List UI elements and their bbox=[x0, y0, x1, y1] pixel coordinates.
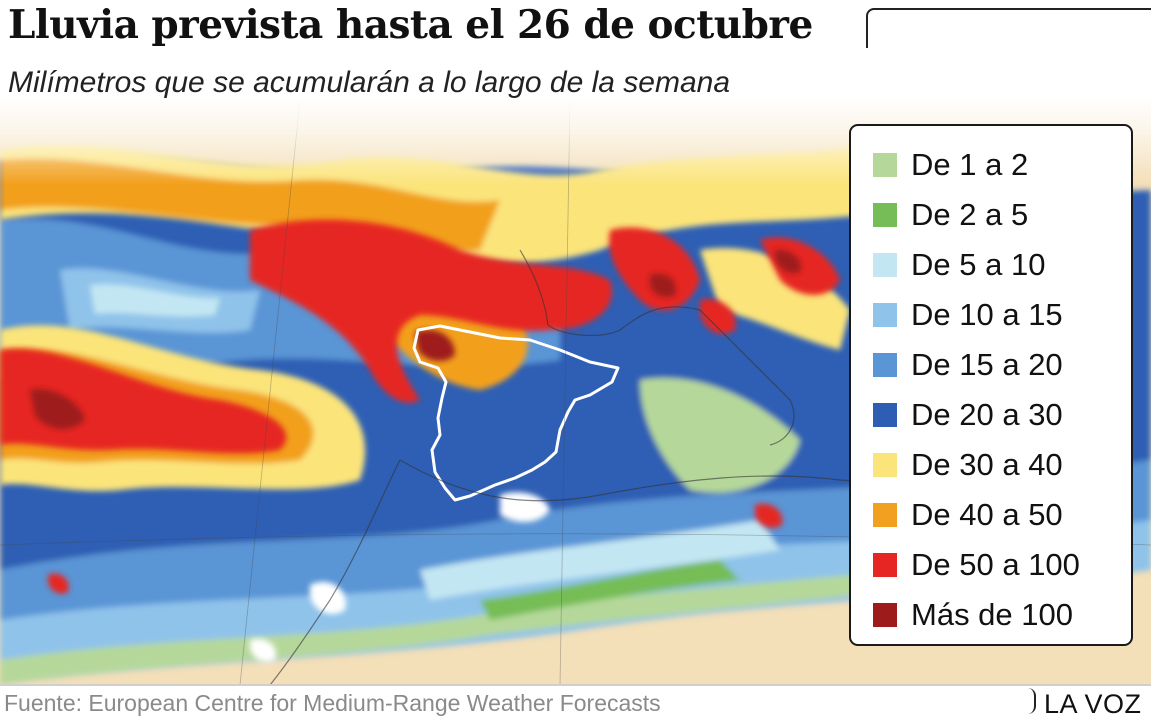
legend-label: De 40 a 50 bbox=[911, 497, 1063, 532]
legend-item: De 10 a 15 bbox=[873, 295, 1063, 335]
map-title: Lluvia prevista hasta el 26 de octubre bbox=[8, 2, 813, 48]
legend-item: De 5 a 10 bbox=[873, 245, 1045, 285]
legend-item: Más de 100 bbox=[873, 595, 1073, 635]
legend-swatch bbox=[873, 503, 897, 527]
legend-swatch bbox=[873, 603, 897, 627]
legend-label: De 30 a 40 bbox=[911, 447, 1063, 482]
footer-divider bbox=[0, 684, 1151, 686]
graticule-line-2 bbox=[559, 100, 571, 685]
legend-item: De 20 a 30 bbox=[873, 395, 1063, 435]
legend-label: De 5 a 10 bbox=[911, 247, 1046, 282]
band-5-10-south bbox=[420, 520, 780, 600]
legend-swatch bbox=[873, 553, 897, 577]
legend-item: De 2 a 5 bbox=[873, 195, 1028, 235]
band-50-100-sicily bbox=[755, 503, 783, 528]
legend-swatch bbox=[873, 353, 897, 377]
legend-swatch bbox=[873, 453, 897, 477]
legend-swatch bbox=[873, 253, 897, 277]
graticule-line-1 bbox=[239, 100, 301, 685]
band-50-100-canary bbox=[48, 573, 69, 594]
band-over-100-atlantic bbox=[30, 389, 85, 430]
band-2-5 bbox=[480, 560, 740, 620]
legend-label: De 10 a 15 bbox=[911, 297, 1063, 332]
legend-label: De 20 a 30 bbox=[911, 397, 1063, 432]
band-over-100-alps bbox=[650, 273, 676, 297]
coastline-france bbox=[519, 249, 701, 336]
band-1-2 bbox=[0, 560, 1000, 685]
band-5-10 bbox=[90, 284, 220, 317]
legend-label: De 2 a 5 bbox=[911, 197, 1029, 232]
map-subtitle: Milímetros que se acumularán a lo largo … bbox=[8, 66, 731, 99]
source-credit: Fuente: European Centre for Medium-Range… bbox=[4, 690, 661, 716]
band-1-2-east bbox=[640, 378, 800, 493]
band-50-100-alps bbox=[609, 227, 700, 311]
band-over-100-adriatic bbox=[775, 249, 801, 274]
band-50-100-sardinia bbox=[700, 299, 736, 335]
legend-swatch bbox=[873, 303, 897, 327]
band-30-40-mediterranean bbox=[700, 248, 850, 350]
legend-item: De 50 a 100 bbox=[873, 545, 1080, 585]
legend-label: De 1 a 2 bbox=[911, 147, 1029, 182]
logo-bracket bbox=[1024, 688, 1036, 714]
legend-item: De 40 a 50 bbox=[873, 495, 1063, 535]
legend-swatch bbox=[873, 403, 897, 427]
publisher-logo: LA VOZ bbox=[1044, 689, 1142, 719]
coastline-italy bbox=[699, 309, 795, 446]
legend-label: Más de 100 bbox=[911, 597, 1073, 632]
iberia-outline bbox=[412, 324, 620, 502]
legend-label: De 15 a 20 bbox=[911, 347, 1063, 382]
legend-item: De 30 a 40 bbox=[873, 445, 1063, 485]
legend-label: De 50 a 100 bbox=[911, 547, 1080, 582]
legend: De 1 a 2 De 2 a 5 De 5 a 10 De 10 a 15 D… bbox=[849, 124, 1133, 646]
legend-item: De 1 a 2 bbox=[873, 145, 1028, 185]
dry-patch-sahara-2 bbox=[250, 638, 276, 662]
dry-patch-sahara-1 bbox=[310, 581, 346, 615]
band-50-100-biscay bbox=[250, 219, 612, 403]
coastline-atlantic-africa bbox=[269, 459, 401, 685]
legend-item: De 15 a 20 bbox=[873, 345, 1063, 385]
legend-swatch bbox=[873, 203, 897, 227]
band-over-100-galicia bbox=[415, 329, 455, 362]
legend-swatch bbox=[873, 153, 897, 177]
header-corner-bracket bbox=[866, 8, 1151, 48]
